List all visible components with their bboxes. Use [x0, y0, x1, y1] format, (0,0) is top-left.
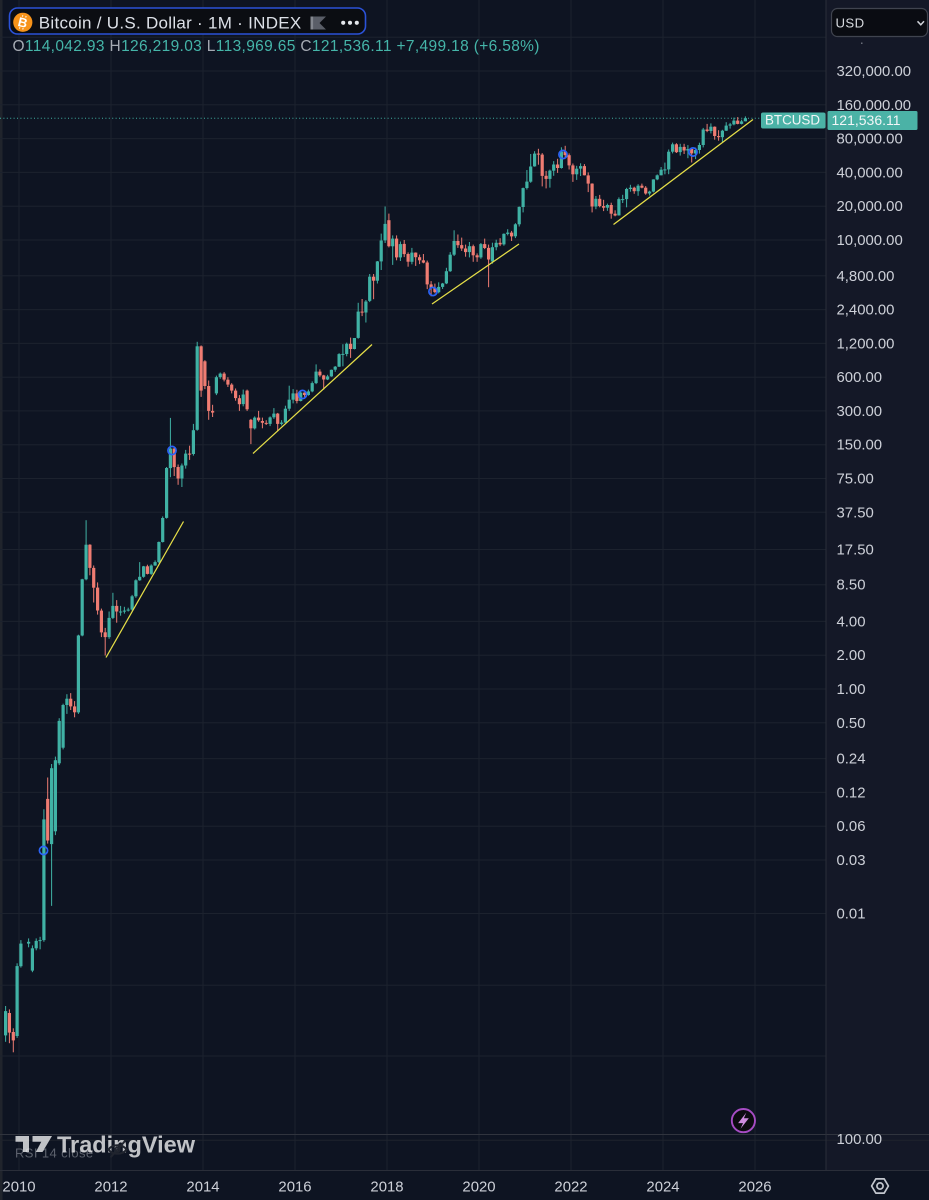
svg-text:0.01: 0.01	[837, 907, 866, 923]
svg-text:0.12: 0.12	[837, 785, 866, 801]
svg-text:0.06: 0.06	[837, 819, 866, 835]
svg-text:1.00: 1.00	[837, 682, 866, 698]
svg-text:2014: 2014	[186, 1180, 219, 1196]
svg-text:150.00: 150.00	[837, 438, 883, 454]
svg-text:17.50: 17.50	[837, 543, 874, 559]
svg-text:10,000.00: 10,000.00	[837, 233, 903, 249]
svg-text:0.24: 0.24	[837, 752, 866, 768]
svg-text:40,000.00: 40,000.00	[837, 165, 903, 181]
svg-text:2,400.00: 2,400.00	[837, 303, 895, 319]
svg-text:300.00: 300.00	[837, 404, 883, 420]
svg-text:320,000.00: 320,000.00	[837, 64, 912, 80]
svg-text:37.50: 37.50	[837, 505, 874, 521]
svg-text:O114,042.93 H126,219.03 L113: O114,042.93 H126,219.03 L113,969.65 C121…	[13, 38, 540, 55]
svg-text:2024: 2024	[646, 1180, 679, 1196]
svg-text:2010: 2010	[2, 1180, 35, 1196]
svg-text:1,200.00: 1,200.00	[837, 336, 895, 352]
svg-text:Bitcoin / U.S. Dollar · 1M · I: Bitcoin / U.S. Dollar · 1M · INDEX	[39, 13, 302, 32]
svg-text:2012: 2012	[94, 1180, 127, 1196]
svg-text:0.03: 0.03	[837, 853, 866, 869]
svg-text:2026: 2026	[738, 1180, 771, 1196]
svg-text:160,000.00: 160,000.00	[837, 98, 912, 114]
svg-text:2.00: 2.00	[837, 648, 866, 664]
svg-text:75.00: 75.00	[837, 472, 874, 488]
svg-text:4.00: 4.00	[837, 614, 866, 630]
svg-text:BTCUSD: BTCUSD	[765, 112, 820, 127]
svg-text:2016: 2016	[278, 1180, 311, 1196]
svg-text:8.50: 8.50	[837, 578, 866, 594]
svg-text:600.00: 600.00	[837, 370, 883, 386]
svg-text:2020: 2020	[462, 1180, 495, 1196]
svg-text:100.00: 100.00	[837, 1132, 883, 1148]
svg-text:2018: 2018	[370, 1180, 403, 1196]
svg-text:TradingView: TradingView	[57, 1132, 196, 1158]
svg-text:121,536.11: 121,536.11	[832, 112, 901, 128]
svg-text:80,000.00: 80,000.00	[837, 132, 903, 148]
svg-text:2022: 2022	[554, 1180, 587, 1196]
svg-text:4,800.00: 4,800.00	[837, 269, 895, 285]
svg-text:USD: USD	[836, 15, 865, 30]
svg-text:0.50: 0.50	[837, 716, 866, 732]
svg-text:RSI 14 close: RSI 14 close	[15, 1146, 94, 1161]
svg-text:B: B	[16, 14, 29, 31]
svg-text:20,000.00: 20,000.00	[837, 199, 903, 215]
